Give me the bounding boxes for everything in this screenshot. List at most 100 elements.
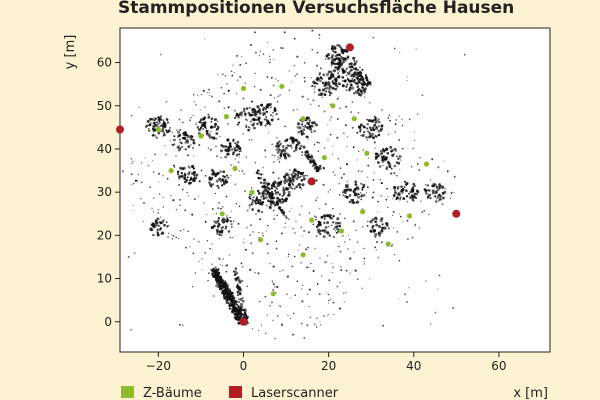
scan-point bbox=[360, 198, 363, 201]
scan-point bbox=[328, 85, 332, 89]
scan-point bbox=[211, 263, 213, 265]
x-tick-label: −20 bbox=[146, 359, 171, 373]
scan-point bbox=[223, 293, 226, 296]
scan-point bbox=[221, 226, 225, 229]
scan-point bbox=[315, 78, 318, 81]
scan-point bbox=[364, 74, 368, 77]
scan-point bbox=[166, 121, 170, 124]
scan-point bbox=[296, 143, 300, 146]
scan-point bbox=[341, 76, 345, 79]
scan-point bbox=[357, 170, 360, 172]
scan-point bbox=[278, 161, 281, 163]
scan-point bbox=[231, 74, 234, 77]
scan-point bbox=[269, 202, 273, 206]
scan-point bbox=[359, 192, 362, 194]
scan-point bbox=[438, 193, 440, 195]
scan-point bbox=[208, 134, 211, 137]
scan-point bbox=[345, 185, 348, 189]
scan-point bbox=[211, 173, 214, 176]
scan-point bbox=[218, 233, 221, 236]
scan-point bbox=[295, 177, 299, 181]
scan-point bbox=[435, 189, 438, 193]
scan-point bbox=[312, 99, 315, 102]
scan-point bbox=[152, 133, 155, 136]
scan-point bbox=[227, 106, 230, 109]
scan-point bbox=[242, 133, 244, 135]
scan-point bbox=[319, 229, 322, 232]
scan-point bbox=[225, 296, 228, 299]
scan-point bbox=[153, 117, 155, 119]
scan-point bbox=[274, 189, 277, 192]
scan-point bbox=[201, 258, 203, 260]
scan-point bbox=[198, 180, 201, 183]
scan-point bbox=[226, 287, 229, 290]
scan-point bbox=[383, 227, 387, 230]
scan-point bbox=[375, 126, 378, 129]
scan-point bbox=[271, 143, 273, 145]
scan-point bbox=[232, 236, 234, 239]
scan-point bbox=[323, 222, 326, 225]
scan-point bbox=[218, 100, 221, 103]
scan-point bbox=[377, 125, 380, 128]
scan-point bbox=[437, 288, 439, 290]
scan-point bbox=[390, 172, 393, 175]
scan-point bbox=[341, 56, 343, 58]
scan-point bbox=[215, 228, 219, 232]
scan-point bbox=[327, 70, 331, 74]
scan-point bbox=[266, 42, 269, 44]
scan-point bbox=[339, 167, 342, 169]
scan-point bbox=[238, 298, 240, 301]
scan-point bbox=[212, 224, 216, 228]
scan-point bbox=[419, 157, 421, 159]
scan-point bbox=[429, 194, 432, 197]
scan-point bbox=[411, 236, 414, 239]
scan-point bbox=[297, 130, 301, 134]
scan-point bbox=[216, 276, 219, 279]
scan-point bbox=[259, 50, 262, 52]
scan-point bbox=[414, 223, 416, 226]
scan-point bbox=[260, 195, 263, 198]
scan-point bbox=[189, 137, 193, 141]
scan-point bbox=[245, 107, 249, 110]
scan-point bbox=[361, 68, 364, 71]
scan-point bbox=[302, 125, 304, 128]
scan-point bbox=[257, 329, 260, 332]
scan-point bbox=[329, 92, 333, 95]
scan-point bbox=[288, 218, 290, 220]
scan-point bbox=[292, 137, 296, 141]
scan-point bbox=[289, 317, 291, 319]
scan-point bbox=[276, 285, 279, 289]
scan-point bbox=[178, 175, 182, 179]
scan-point bbox=[222, 170, 226, 174]
scan-point bbox=[341, 191, 345, 194]
scan-point bbox=[250, 194, 252, 196]
scan-point bbox=[307, 155, 311, 159]
scan-point bbox=[236, 309, 239, 312]
scan-point bbox=[411, 199, 415, 202]
scan-point bbox=[379, 153, 382, 156]
scan-point bbox=[144, 157, 146, 159]
scan-point bbox=[239, 308, 242, 312]
scan-point bbox=[198, 195, 200, 197]
scan-point bbox=[368, 278, 371, 280]
scan-point bbox=[187, 165, 190, 168]
scan-point bbox=[218, 238, 220, 240]
scan-point bbox=[305, 248, 307, 251]
scan-point bbox=[141, 181, 143, 183]
scan-point bbox=[380, 195, 382, 197]
scan-point bbox=[152, 125, 155, 128]
scan-point bbox=[348, 79, 351, 81]
scan-point bbox=[270, 194, 273, 197]
scan-point bbox=[204, 252, 206, 254]
scan-point bbox=[363, 247, 365, 250]
scan-point bbox=[318, 37, 320, 39]
scan-point bbox=[250, 203, 253, 206]
scan-point bbox=[298, 213, 301, 216]
z-baum-point bbox=[338, 228, 344, 234]
scan-point bbox=[305, 150, 309, 154]
scan-point bbox=[366, 139, 368, 141]
scan-point bbox=[313, 143, 316, 146]
scan-point bbox=[343, 301, 345, 303]
scan-point bbox=[215, 145, 217, 148]
scan-point bbox=[226, 215, 228, 217]
